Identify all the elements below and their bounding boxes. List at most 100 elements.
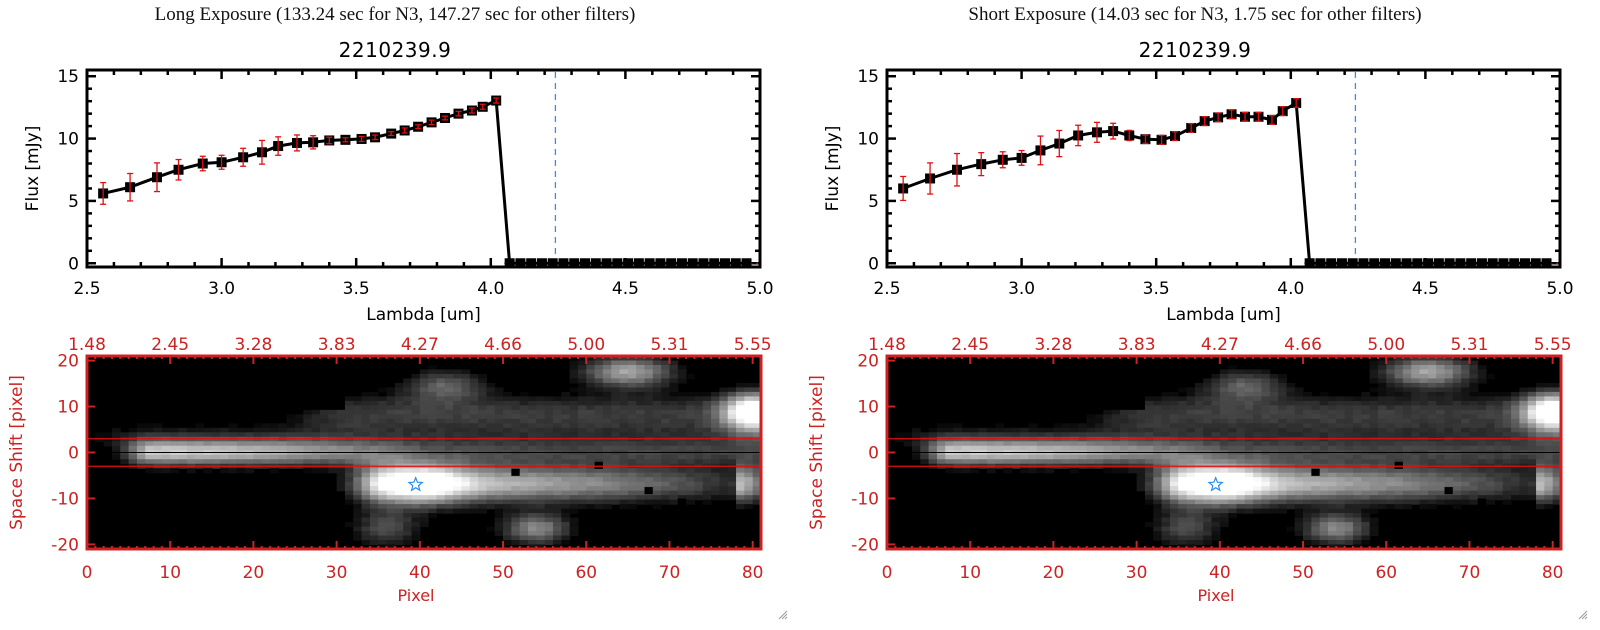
heatmap-cell (1211, 391, 1221, 397)
heatmap-cell (1244, 472, 1254, 478)
heatmap-cell (419, 472, 429, 478)
heatmap-cell (503, 405, 512, 411)
heatmap-cell (1095, 454, 1104, 460)
heatmap-cell (661, 490, 671, 496)
heatmap-cell (1369, 418, 1379, 424)
heatmap-cell (1411, 387, 1421, 393)
heatmap-cell (619, 391, 629, 397)
heatmap-cell (436, 490, 446, 496)
heatmap-cell (1153, 459, 1163, 465)
heatmap-cell (503, 531, 512, 537)
heatmap-cell (611, 423, 621, 429)
heatmap-cell (353, 499, 363, 505)
heatmap-cell (602, 472, 612, 478)
heatmap-cell (1386, 481, 1396, 487)
heatmap-cell (361, 423, 371, 429)
heatmap-cell (1536, 432, 1545, 438)
heatmap-cell (694, 495, 704, 501)
data-marker (1541, 258, 1552, 269)
heatmap-cell (378, 535, 388, 541)
heatmap-cell (286, 418, 296, 424)
heatmap-cell (561, 540, 571, 546)
y-tick-label: -10 (51, 489, 79, 509)
heatmap-cell (461, 405, 471, 411)
heatmap-cell (419, 396, 429, 402)
heatmap-cell (652, 356, 662, 362)
heatmap-cell (361, 495, 371, 501)
resize-grip-icon[interactable] (1576, 608, 1588, 620)
heatmap-cell (1519, 432, 1529, 438)
heatmap-cell (1161, 499, 1171, 505)
heatmap-cell (1461, 441, 1471, 447)
heatmap-cell (752, 459, 762, 465)
heatmap-cell (253, 441, 263, 447)
heatmap-cell (619, 369, 629, 375)
heatmap-cell (594, 441, 604, 447)
heatmap-cell (378, 423, 388, 429)
heatmap-cell (1095, 423, 1104, 429)
heatmap-cell (411, 387, 421, 393)
resize-grip-icon[interactable] (776, 608, 788, 620)
data-marker (720, 258, 731, 269)
heatmap-cell (1269, 400, 1279, 406)
heatmap-cell (1328, 490, 1337, 496)
heatmap-cell (378, 477, 388, 483)
heatmap-cell (1278, 477, 1288, 483)
heatmap-cell (419, 513, 429, 519)
heatmap-cell (311, 454, 321, 460)
heatmap-cell (1494, 400, 1504, 406)
heatmap-cell (1278, 486, 1288, 492)
heatmap-cell (970, 432, 980, 438)
heatmap-cell (1319, 409, 1329, 415)
spectral-image-chart: 0 10 20 30 40 50 60 70 801.48 2.45 3.28 3.83 4.27 4.6… (807, 335, 1572, 605)
heatmap-cell (1511, 472, 1520, 478)
heatmap-cell (644, 454, 654, 460)
heatmap-cell (1253, 459, 1263, 465)
heatmap-cell (1219, 405, 1229, 411)
heatmap-cell (544, 522, 554, 528)
heatmap-cell (669, 436, 679, 442)
heatmap-cell (752, 495, 762, 501)
heatmap-cell (253, 432, 263, 438)
heatmap-cell (1161, 517, 1171, 523)
heatmap-cell (1436, 477, 1446, 483)
heatmap-cell (1311, 540, 1321, 546)
heatmap-cell (403, 522, 413, 528)
heatmap-cell (503, 391, 512, 397)
heatmap-cell (1236, 396, 1246, 402)
data-point (1291, 98, 1302, 109)
heatmap-cell (1552, 405, 1562, 411)
heatmap-cell (1186, 531, 1196, 537)
heatmap-cell (1161, 481, 1171, 487)
heatmap-cell (1427, 481, 1437, 487)
heatmap-cell (1119, 445, 1129, 451)
heatmap-cell (1028, 441, 1038, 447)
heatmap-cell (627, 369, 637, 375)
heatmap-cell (1344, 517, 1354, 523)
heatmap-cell (1436, 356, 1446, 362)
heatmap-cell (1486, 486, 1496, 492)
data-marker (580, 258, 591, 269)
x-tick-label: 3.0 (1008, 279, 1035, 299)
heatmap-cell (1461, 499, 1471, 505)
heatmap-cell (386, 522, 396, 528)
heatmap-cell (1169, 531, 1179, 537)
heatmap-cell (1419, 409, 1429, 415)
heatmap-cell (636, 477, 646, 483)
heatmap-cell (1452, 396, 1462, 402)
heatmap-cell (644, 499, 654, 505)
heatmap-cell (552, 400, 562, 406)
heatmap-cell (403, 513, 413, 519)
heatmap-cell (577, 486, 587, 492)
heatmap-cell (1169, 499, 1179, 505)
heatmap-cell (236, 441, 246, 447)
heatmap-cell (727, 432, 737, 438)
heatmap-cell (394, 418, 404, 424)
heatmap-cell (1261, 481, 1271, 487)
heatmap-cell (1244, 427, 1254, 433)
x-tick-label: 20 (243, 563, 265, 583)
heatmap-cell (336, 454, 346, 460)
heatmap-cell (1336, 540, 1346, 546)
heatmap-cell (503, 535, 512, 541)
heatmap-cell (1369, 477, 1379, 483)
